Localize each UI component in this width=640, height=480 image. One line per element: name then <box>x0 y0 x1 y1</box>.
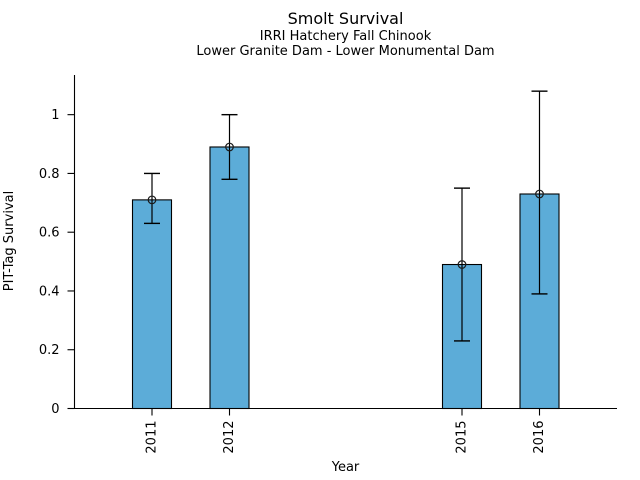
y-tick-label: 1 <box>51 108 59 123</box>
y-tick-label: 0 <box>51 402 59 417</box>
point-marker-2011 <box>147 195 157 205</box>
x-tick-label: 2016 <box>532 421 547 454</box>
x-axis-title: Year <box>331 460 360 475</box>
x-tick-label: 2015 <box>455 421 470 454</box>
point-marker-2015 <box>457 260 467 269</box>
x-tick-label: 2011 <box>145 421 160 454</box>
y-tick-label: 0.4 <box>39 284 60 299</box>
x-tick-label: 2012 <box>222 421 237 454</box>
y-tick-label: 0.2 <box>39 343 60 358</box>
chart-subtitle-line2: Lower Granite Dam - Lower Monumental Dam <box>196 44 495 59</box>
point-marker-2012 <box>225 142 234 152</box>
chart-title: Smolt Survival <box>287 9 404 28</box>
bar-2011 <box>131 199 173 410</box>
chart-subtitle-line1: IRRI Hatchery Fall Chinook <box>259 29 432 44</box>
y-tick-label: 0.8 <box>39 167 60 182</box>
y-tick-label: 0.6 <box>39 226 60 241</box>
point-marker-2016 <box>535 189 544 199</box>
bar-2012 <box>209 146 250 410</box>
